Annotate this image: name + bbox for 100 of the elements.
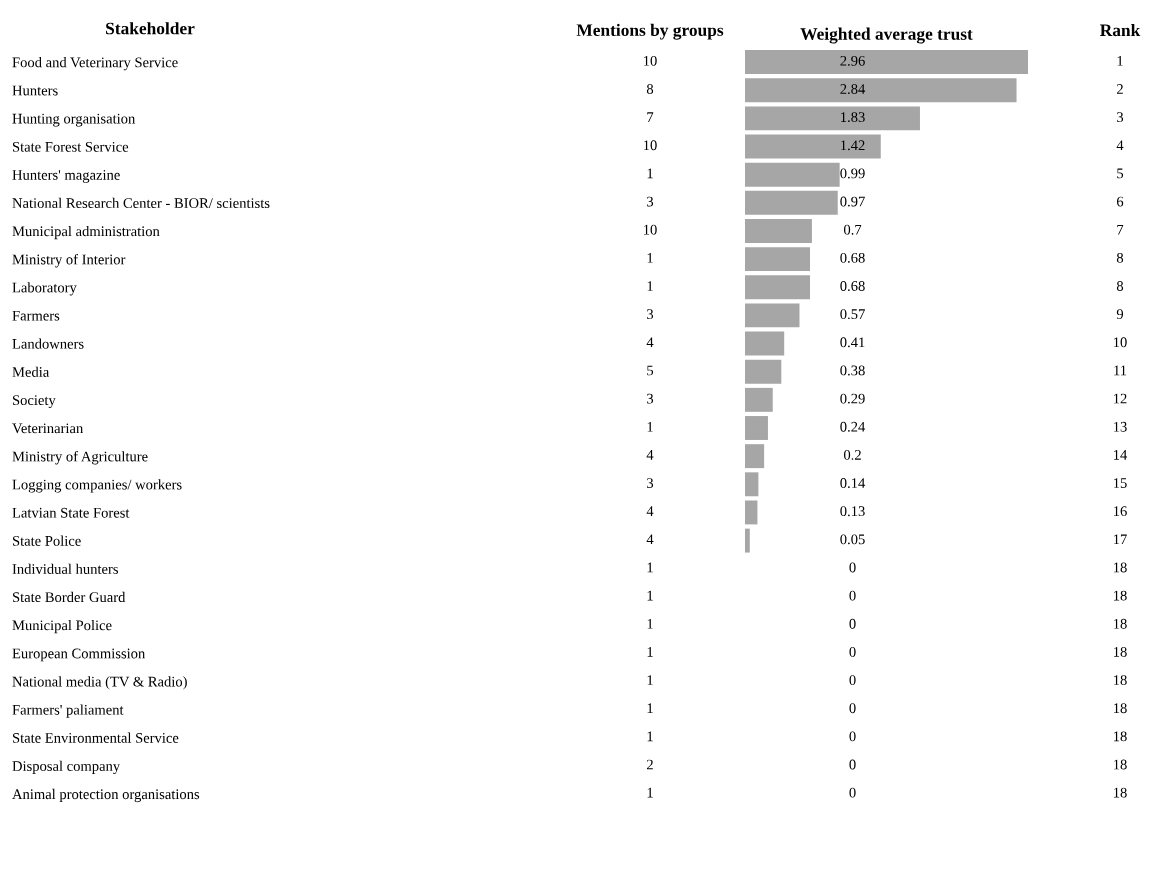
- y-tick-label: Individual hunters: [12, 563, 118, 574]
- y-tick-label: State Police: [12, 535, 81, 546]
- bar: [745, 78, 1017, 103]
- data-label: 1: [647, 562, 653, 573]
- data-label: 4: [646, 337, 654, 348]
- data-label: 8: [646, 84, 654, 94]
- y-tick-label: Media: [12, 366, 50, 377]
- y-tick-label: Farmers' paliament: [12, 704, 124, 718]
- bar: [745, 247, 811, 272]
- data-label: 0: [849, 618, 856, 629]
- chart-title: Weighted average trust: [800, 27, 973, 44]
- y-tick-label: Hunting organisation: [12, 113, 136, 127]
- data-label: 7: [1117, 224, 1124, 235]
- data-label: 18: [1113, 562, 1127, 573]
- y-tick-label: Latvian State Forest: [12, 507, 130, 518]
- data-label: 1: [647, 168, 653, 179]
- data-label: 1: [647, 252, 653, 263]
- y-tick-label: State Border Guard: [12, 591, 126, 603]
- data-label: 15: [1113, 478, 1127, 488]
- data-label: 10: [1113, 337, 1127, 348]
- data-label: 17: [1113, 534, 1127, 545]
- y-tick-label: Food and Veterinary Service: [12, 57, 178, 71]
- x-tick-label: Mentions by groups: [576, 23, 724, 40]
- bar: [745, 500, 758, 525]
- data-label: 14: [1113, 450, 1128, 460]
- data-label: 1: [647, 675, 653, 685]
- data-label: 10: [643, 55, 657, 66]
- y-tick-label: National media (TV & Radio): [12, 676, 187, 690]
- data-label: 0.05: [840, 534, 865, 545]
- data-label: 4: [646, 506, 654, 516]
- data-label: 18: [1113, 618, 1127, 629]
- data-label: 3: [647, 393, 654, 404]
- data-label: 0: [849, 590, 856, 601]
- bar: [745, 359, 782, 384]
- data-label: 0.41: [840, 337, 865, 348]
- y-tick-label: Farmers: [12, 310, 60, 321]
- y-tick-label: Laboratory: [12, 282, 77, 296]
- y-tick-label: Hunters: [12, 85, 58, 96]
- data-label: 8: [1116, 281, 1124, 291]
- data-label: 0.13: [840, 506, 865, 517]
- data-label: 4: [646, 534, 654, 545]
- bar: [745, 528, 750, 553]
- y-tick-label: National Research Center - BIOR/ scientists: [12, 197, 270, 209]
- bar: [745, 134, 881, 159]
- data-label: 7: [647, 112, 654, 122]
- y-tick-label: Animal protection organisations: [12, 788, 200, 803]
- y-tick-label: Disposal company: [12, 760, 121, 774]
- data-label: 18: [1113, 759, 1127, 770]
- data-label: 12: [1113, 393, 1127, 404]
- y-tick-label: Society: [12, 395, 56, 409]
- bar: [745, 472, 759, 497]
- data-label: 5: [1117, 168, 1124, 179]
- data-label: 1: [647, 703, 653, 713]
- data-label: 2.96: [840, 55, 865, 66]
- y-tick-label: European Commission: [12, 648, 146, 662]
- data-label: 1: [647, 281, 653, 291]
- data-label: 1.42: [841, 140, 865, 151]
- data-label: 0.14: [840, 478, 866, 489]
- data-label: 0: [849, 759, 856, 770]
- y-tick-label: Ministry of Agriculture: [12, 451, 148, 465]
- data-label: 1: [647, 421, 653, 432]
- bar: [745, 219, 812, 243]
- data-label: 8: [1116, 252, 1124, 263]
- data-label: 1.83: [841, 112, 865, 123]
- y-tick-label: State Environmental Service: [12, 732, 179, 743]
- data-label: 0: [849, 787, 856, 798]
- data-label: 0: [849, 675, 856, 685]
- data-label: 1: [647, 731, 653, 742]
- y-axis-title: Stakeholder: [106, 22, 195, 35]
- data-label: 2: [1116, 84, 1123, 94]
- data-label: 16: [1113, 506, 1127, 517]
- y-tick-label: Landowners: [12, 338, 84, 349]
- data-label: 4: [1116, 140, 1124, 151]
- data-label: 3: [647, 196, 654, 207]
- data-label: 3: [647, 478, 654, 488]
- data-label: 0.2: [843, 449, 861, 460]
- data-label: 10: [643, 224, 657, 235]
- bar: [745, 331, 785, 356]
- data-label: 1: [647, 618, 653, 629]
- data-label: 18: [1113, 646, 1127, 657]
- data-label: 18: [1113, 590, 1127, 601]
- bar: [745, 50, 1028, 75]
- y-tick-label: Municipal Police: [12, 619, 112, 634]
- data-label: 18: [1113, 731, 1127, 742]
- data-label: 0.7: [843, 224, 862, 235]
- data-label: 0.99: [840, 168, 865, 179]
- data-label: 18: [1113, 703, 1127, 714]
- data-label: 2: [646, 759, 653, 770]
- data-label: 11: [1114, 365, 1127, 376]
- data-label: 0.97: [840, 196, 865, 207]
- bar: [745, 106, 920, 131]
- data-label: 0.24: [840, 421, 866, 432]
- data-label: 0: [849, 731, 856, 742]
- data-label: 0.68: [840, 281, 865, 291]
- data-label: 0: [849, 562, 856, 573]
- data-label: 1: [1117, 55, 1123, 66]
- y-tick-label: State Forest Service: [12, 141, 129, 152]
- data-label: 9: [1116, 309, 1124, 320]
- data-label: 10: [643, 140, 657, 151]
- data-label: 0: [849, 646, 856, 657]
